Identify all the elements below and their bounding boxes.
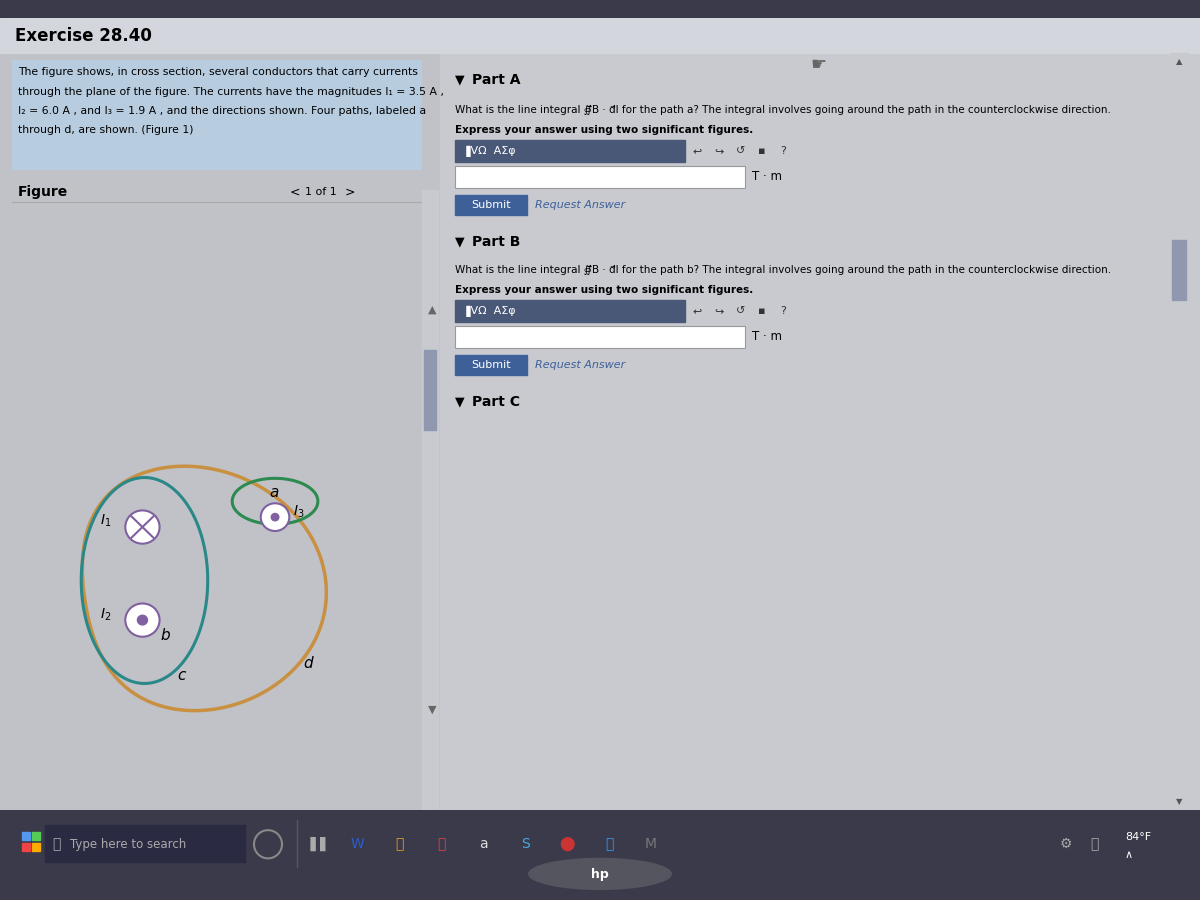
Text: T · m: T · m [752,170,782,184]
Bar [440,53,1200,810]
Text: ∧: ∧ [1126,850,1133,860]
Text: ⚙: ⚙ [1060,837,1073,851]
Text: M: M [646,837,658,851]
Text: Request Answer: Request Answer [535,360,625,370]
Bar [0,18,1200,53]
Text: What is the line integral ∯⃗B · d⃗l for the path a? The integral involves going : What is the line integral ∯⃗B · d⃗l for … [455,105,1111,115]
Text: ↪: ↪ [714,306,724,316]
Text: ❓: ❓ [1090,837,1098,851]
Text: Submit: Submit [472,200,511,210]
Bar [422,190,438,810]
Text: Submit: Submit [472,360,511,370]
Bar [46,825,245,862]
Circle shape [125,604,160,636]
Text: 📁: 📁 [395,837,403,851]
Text: ▲: ▲ [1176,58,1182,67]
Text: a: a [269,485,278,500]
Text: 1 of 1: 1 of 1 [305,187,337,197]
Text: ▼: ▼ [455,236,464,248]
Bar [455,195,527,215]
Text: >: > [346,185,355,199]
Bar [455,300,685,322]
Text: $I_1$: $I_1$ [100,513,110,529]
Bar [32,832,40,841]
Bar [12,60,422,170]
Text: S: S [521,837,529,851]
Text: Part C: Part C [472,395,520,409]
Bar [455,140,685,162]
Text: 🌐: 🌐 [605,837,613,851]
Text: ▼: ▼ [427,705,437,715]
Text: ▐VΩ  ΑΣφ: ▐VΩ ΑΣφ [462,146,516,157]
Text: ↩: ↩ [692,306,701,316]
FancyBboxPatch shape [455,326,745,348]
Text: 84°F: 84°F [1126,832,1151,842]
Text: ↪: ↪ [714,146,724,156]
Text: ?: ? [780,146,786,156]
Text: ↺: ↺ [736,306,745,316]
Text: Express your answer using two significant figures.: Express your answer using two significan… [455,285,754,295]
Bar [0,53,440,810]
Text: T · m: T · m [752,330,782,344]
Text: ▪: ▪ [758,146,766,156]
Text: ▪: ▪ [758,306,766,316]
Text: ▐▐: ▐▐ [305,837,325,851]
Text: ▲: ▲ [427,305,437,315]
Text: $I_3$: $I_3$ [294,503,305,519]
Text: Request Answer: Request Answer [535,200,625,210]
Text: ?: ? [780,306,786,316]
FancyBboxPatch shape [455,166,745,188]
Text: ⬤: ⬤ [559,837,575,851]
Text: Part A: Part A [472,73,521,87]
Circle shape [125,510,160,544]
Text: b: b [161,628,170,643]
Text: $I_2$: $I_2$ [100,606,110,623]
Text: W: W [350,837,364,851]
Bar [22,843,30,851]
Text: I₂ = 6.0 A , and I₃ = 1.9 A , and the directions shown. Four paths, labeled a: I₂ = 6.0 A , and I₃ = 1.9 A , and the di… [18,106,426,116]
Text: through the plane of the figure. The currents have the magnitudes I₁ = 3.5 A ,: through the plane of the figure. The cur… [18,87,444,97]
Text: ☛: ☛ [810,56,826,74]
Text: ▐VΩ  ΑΣφ: ▐VΩ ΑΣφ [462,305,516,317]
Bar [1170,53,1188,810]
Circle shape [260,503,289,531]
Circle shape [270,513,280,521]
Text: through d, are shown. (Figure 1): through d, are shown. (Figure 1) [18,125,193,135]
Text: What is the line integral ∯⃗B · d⃗l for the path b? The integral involves going : What is the line integral ∯⃗B · d⃗l for … [455,265,1111,275]
Text: Part B: Part B [472,235,521,249]
Text: ▼: ▼ [455,395,464,409]
Circle shape [528,858,672,890]
Text: <: < [290,185,300,199]
Text: The figure shows, in cross section, several conductors that carry currents: The figure shows, in cross section, seve… [18,67,418,77]
Text: Figure: Figure [18,185,68,199]
Bar [455,355,527,375]
Text: 🔍: 🔍 [52,837,60,851]
Bar [1172,240,1186,300]
Text: ▼: ▼ [1176,797,1182,806]
Text: hp: hp [592,868,608,881]
Circle shape [137,615,148,626]
Bar [424,350,436,430]
Text: Type here to search: Type here to search [70,838,186,850]
Bar [32,843,40,851]
Text: c: c [178,668,186,682]
Text: d: d [304,655,313,670]
Text: 🎵: 🎵 [437,837,445,851]
Text: a: a [479,837,487,851]
Text: Express your answer using two significant figures.: Express your answer using two significan… [455,125,754,135]
Text: ↩: ↩ [692,146,701,156]
Text: ▼: ▼ [455,74,464,86]
Text: Exercise 28.40: Exercise 28.40 [14,27,152,45]
Text: ↺: ↺ [736,146,745,156]
Bar [22,832,30,841]
